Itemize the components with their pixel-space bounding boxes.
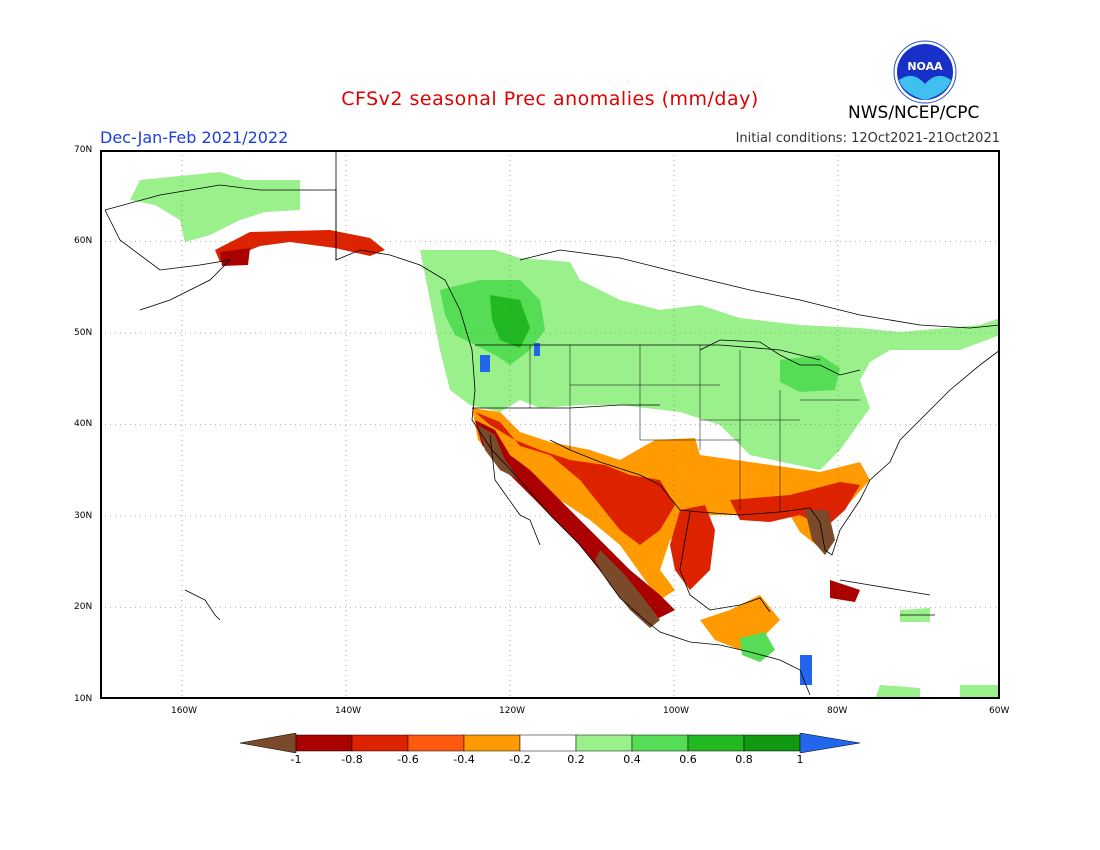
lon-label: 80W bbox=[827, 706, 848, 716]
lon-label: 100W bbox=[663, 706, 690, 716]
lat-label: 40N bbox=[74, 419, 93, 429]
legend-swatch bbox=[351, 734, 409, 752]
lat-label: 10N bbox=[74, 694, 93, 704]
north-wet-band bbox=[420, 250, 1000, 470]
map-panel bbox=[100, 150, 1000, 699]
legend-swatch bbox=[295, 734, 353, 752]
sw-dry-core bbox=[475, 412, 675, 545]
lon-label: 60W bbox=[989, 706, 1010, 716]
rockies-wet-core bbox=[490, 295, 530, 348]
legend-tick-label: 0.6 bbox=[679, 753, 697, 766]
mexico-coast-very-dry bbox=[595, 550, 660, 628]
lon-label: 140W bbox=[335, 706, 362, 716]
legend-swatch bbox=[687, 734, 745, 752]
legend-swatch bbox=[463, 734, 521, 752]
lat-label: 60N bbox=[74, 236, 93, 246]
precip-anomaly-map bbox=[100, 150, 1000, 699]
legend-tick-label: -0.6 bbox=[397, 753, 419, 766]
central-america-wet bbox=[740, 632, 775, 662]
svg-text:NOAA: NOAA bbox=[907, 60, 943, 73]
legend-tick-label: -1 bbox=[290, 753, 302, 766]
gridlines bbox=[100, 150, 1000, 699]
legend-tick-label: -0.4 bbox=[453, 753, 475, 766]
legend-swatch bbox=[239, 732, 297, 754]
agency-label: NWS/NCEP/CPC bbox=[848, 103, 980, 123]
lon-label: 120W bbox=[499, 706, 526, 716]
legend-swatch bbox=[799, 732, 861, 754]
period-label: Dec-Jan-Feb 2021/2022 bbox=[100, 128, 289, 147]
noaa-logo: NOAA bbox=[893, 40, 957, 104]
legend-tick-label: -0.2 bbox=[509, 753, 531, 766]
initial-conditions-label: Initial conditions: 12Oct2021-21Oct2021 bbox=[735, 131, 1000, 146]
alaska-peninsula-dry bbox=[220, 248, 250, 266]
california-very-dry bbox=[478, 425, 520, 480]
lat-label: 20N bbox=[74, 602, 93, 612]
alaska-dry-area bbox=[215, 230, 385, 262]
legend-tick-label: 0.8 bbox=[735, 753, 753, 766]
legend-tick-label: 0.2 bbox=[567, 753, 585, 766]
west-coast-dry bbox=[475, 420, 675, 620]
legend-swatch bbox=[631, 734, 689, 752]
lon-label: 160W bbox=[171, 706, 198, 716]
legend-labels: -1 -0.8 -0.6 -0.4 -0.2 0.2 0.4 0.6 0.8 1 bbox=[240, 753, 860, 769]
legend-swatch bbox=[575, 734, 633, 752]
lat-label: 70N bbox=[74, 145, 93, 155]
legend-tick-label: -0.8 bbox=[341, 753, 363, 766]
legend-swatch bbox=[407, 734, 465, 752]
south-america-wet bbox=[875, 685, 920, 699]
pnw-very-wet bbox=[480, 355, 490, 372]
panama-very-wet bbox=[800, 655, 812, 685]
texas-mexico-dry bbox=[670, 505, 715, 590]
rockies-very-wet bbox=[534, 343, 540, 356]
state-borders bbox=[529, 345, 860, 512]
map-title: CFSv2 seasonal Prec anomalies (mm/day) bbox=[341, 88, 759, 110]
florida-very-dry bbox=[805, 510, 835, 555]
lat-label: 50N bbox=[74, 328, 93, 338]
map-border bbox=[100, 150, 1000, 699]
legend-swatch bbox=[519, 734, 577, 752]
caribbean-dry bbox=[830, 580, 860, 602]
legend-tick-label: 1 bbox=[796, 753, 804, 766]
legend-swatch bbox=[743, 734, 801, 752]
lat-label: 30N bbox=[74, 511, 93, 521]
legend-tick-label: 0.4 bbox=[623, 753, 641, 766]
venezuela-wet bbox=[960, 685, 1000, 699]
color-legend bbox=[239, 732, 861, 754]
great-lakes-wet bbox=[780, 355, 840, 392]
